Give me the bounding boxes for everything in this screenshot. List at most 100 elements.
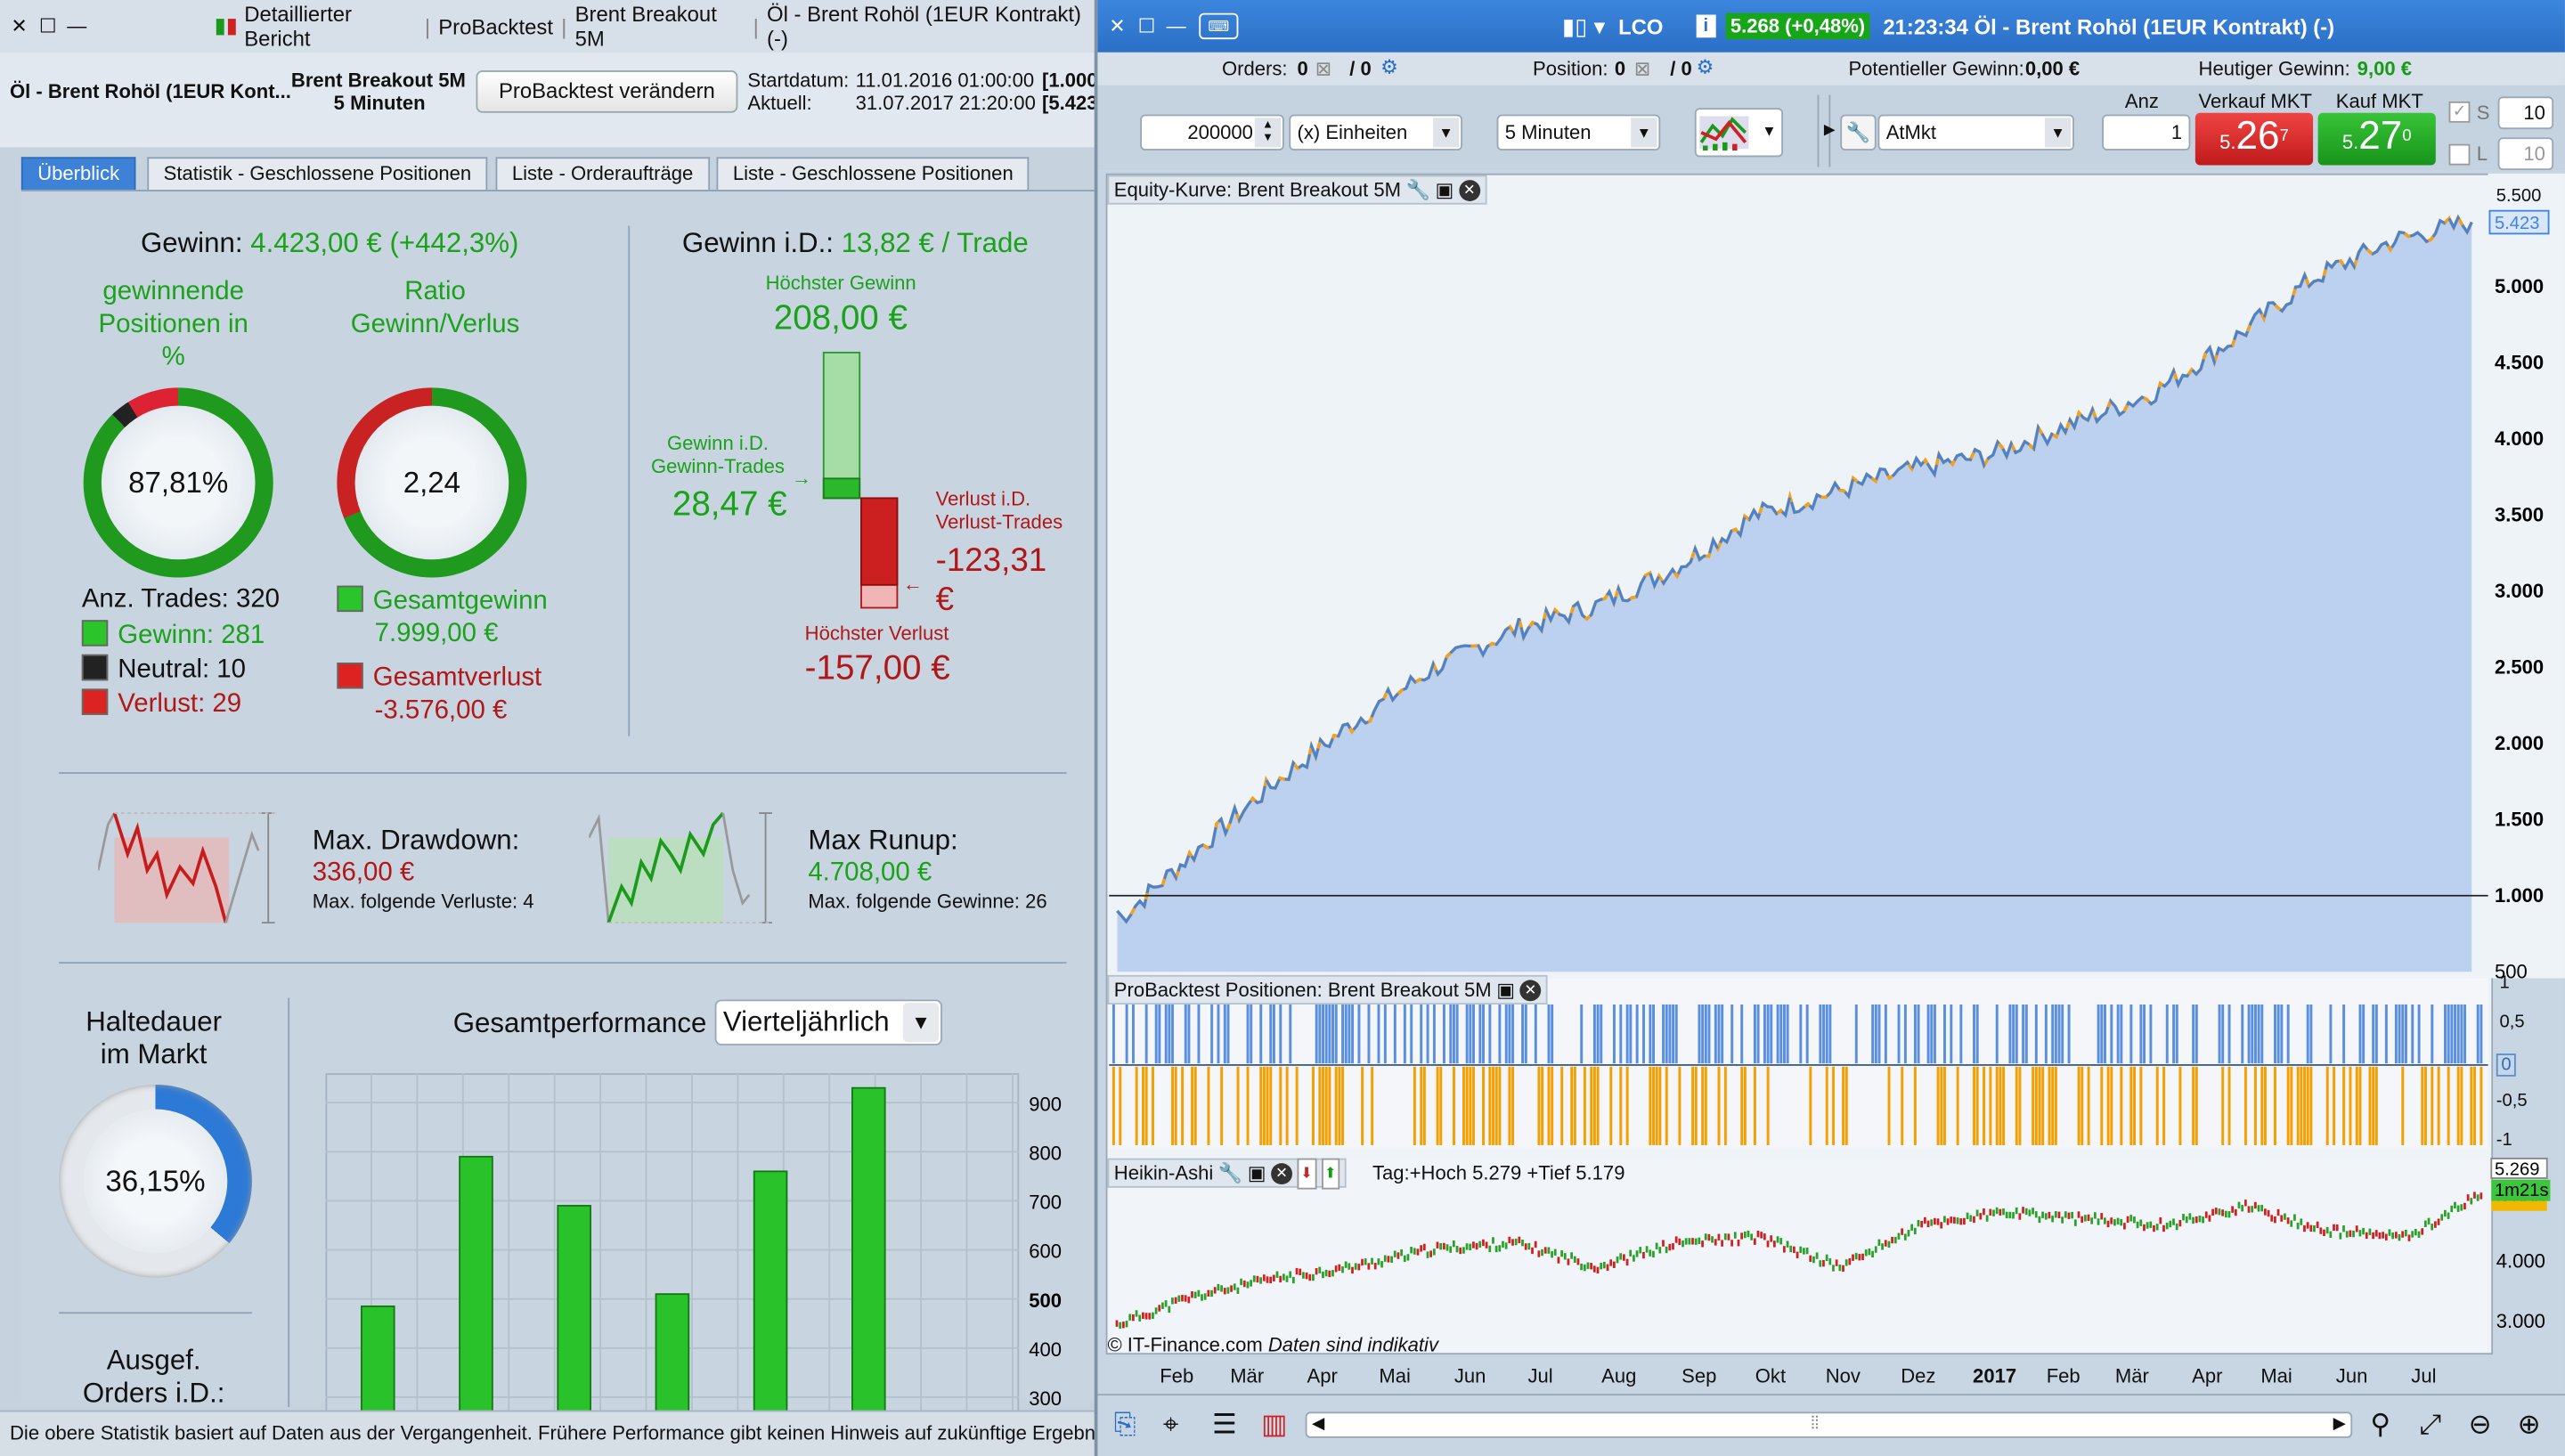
month-label: Dez: [1901, 1364, 1936, 1387]
maximize-icon[interactable]: ☐: [38, 14, 57, 38]
maximize-icon[interactable]: ☐: [1137, 14, 1156, 38]
ha-candle: [1193, 1291, 1197, 1298]
tab-statistics[interactable]: Statistik - Geschlossene Positionen: [147, 157, 488, 191]
chart-type-icon[interactable]: ▮▯ ▾: [1562, 12, 1606, 39]
y-tick-label: 2.500: [2495, 656, 2544, 679]
wrench-button[interactable]: 🔧: [1840, 114, 1877, 151]
chevron-down-icon[interactable]: ▼: [2044, 118, 2072, 148]
long-position-mark: [1125, 1004, 1128, 1064]
ha-candle: [1727, 1233, 1730, 1240]
modify-backtest-button[interactable]: ProBacktest verändern: [476, 69, 738, 113]
stop-input[interactable]: 10: [2497, 96, 2554, 130]
ha-candle: [1803, 1248, 1805, 1255]
zoom-in-icon[interactable]: ⊕: [2517, 1408, 2541, 1440]
chevron-down-icon[interactable]: ▼: [1432, 118, 1460, 148]
cursor-icon[interactable]: ⌖: [1162, 1408, 1179, 1440]
minimize-icon[interactable]: —: [67, 14, 87, 38]
sell-price-b: 26: [2235, 114, 2280, 159]
sell-market-button[interactable]: 5.267: [2194, 112, 2314, 166]
neutral-count: Neutral: 10: [81, 654, 246, 686]
limit-checkbox[interactable]: [2448, 143, 2471, 166]
scroll-left-icon[interactable]: ◀: [1312, 1415, 1325, 1434]
buy-arrow-icon[interactable]: ⬆: [1321, 1157, 1340, 1189]
ha-candle: [2237, 1201, 2241, 1208]
horizontal-scrollbar[interactable]: ◀ ⦙⦙ ▶: [1305, 1411, 2353, 1438]
window-icon[interactable]: ▣: [1435, 177, 1454, 201]
ha-candle: [2234, 1208, 2237, 1216]
ha-candle: [1121, 1322, 1125, 1329]
stop-checkbox[interactable]: ✓: [2448, 101, 2471, 123]
ha-candle: [1152, 1312, 1154, 1320]
magnet-icon[interactable]: ⚲: [2370, 1408, 2391, 1440]
quantity-input[interactable]: 200000 ▲ ▼: [1140, 114, 1284, 151]
window-icon[interactable]: ▣: [1247, 1160, 1266, 1184]
ha-candle: [1973, 1216, 1975, 1224]
orders-gear-icon[interactable]: ⚙: [1380, 55, 1398, 79]
account-bar: Orders: 0 ⊠ / 0 ⚙ Position: 0 ⊠ / 0 ⚙ Po…: [1097, 52, 2565, 85]
zoom-out-icon[interactable]: ⊖: [2468, 1408, 2492, 1440]
short-position-mark: [2460, 1066, 2463, 1145]
order-type-select[interactable]: AtMkt ▼: [1877, 114, 2074, 151]
close-circle-icon[interactable]: ✕: [1458, 179, 1480, 201]
y-tick-label: 800: [1029, 1143, 1062, 1165]
anz-input[interactable]: 1: [2102, 114, 2191, 151]
info-icon[interactable]: i: [1696, 14, 1716, 38]
position-gear-icon[interactable]: ⚙: [1696, 55, 1714, 79]
short-position-mark: [1936, 1066, 1940, 1145]
quantity-stepper[interactable]: ▲ ▼: [1254, 118, 1282, 148]
long-position-mark: [2192, 1004, 2195, 1064]
export-chart-icon[interactable]: ⎘: [1113, 1408, 1136, 1440]
position-clear-icon[interactable]: ⊠: [1633, 57, 1651, 81]
wrench-icon[interactable]: 🔧: [1217, 1160, 1243, 1184]
window-icon[interactable]: ▣: [1496, 977, 1516, 1001]
close-icon[interactable]: ✕: [1109, 14, 1126, 38]
close-icon[interactable]: ✕: [11, 14, 28, 38]
ha-candle: [2257, 1205, 2260, 1212]
long-position-mark: [1432, 1004, 1436, 1064]
ha-candle: [2034, 1211, 2038, 1218]
unit-select[interactable]: (x) Einheiten ▼: [1289, 114, 1463, 151]
limit-input[interactable]: 10: [2497, 137, 2554, 171]
wrench-icon[interactable]: 🔧: [1405, 177, 1430, 201]
chevron-down-icon[interactable]: ▼: [1762, 122, 1777, 140]
scroll-right-icon[interactable]: ▶: [2333, 1415, 2346, 1434]
ha-candle: [1642, 1251, 1645, 1259]
chevron-down-icon[interactable]: ▼: [902, 1003, 940, 1043]
long-position-mark: [1854, 1004, 1858, 1064]
list-icon[interactable]: ☰: [1211, 1408, 1238, 1440]
equity-line: [1116, 215, 2473, 924]
long-position-mark: [2015, 1004, 2018, 1064]
ha-candle: [2243, 1200, 2247, 1207]
timeframe-select[interactable]: 5 Minuten ▼: [1496, 114, 1661, 151]
ha-candle: [1462, 1247, 1465, 1254]
short-position-mark: [1494, 1066, 1498, 1145]
minimize-icon[interactable]: —: [1166, 14, 1186, 38]
tab-closed-positions[interactable]: Liste - Geschlossene Positionen: [716, 157, 1030, 191]
ha-candle: [2087, 1214, 2090, 1222]
ha-candle: [2247, 1206, 2251, 1213]
sell-arrow-icon[interactable]: ⬇: [1297, 1157, 1316, 1189]
buy-market-button[interactable]: 5.270: [2317, 112, 2436, 166]
ha-candle: [2129, 1215, 2133, 1222]
collapse-arrow-icon[interactable]: ▶: [1823, 120, 1836, 138]
performance-period-select[interactable]: Vierteljährlich ▼: [714, 999, 942, 1045]
scroll-grip[interactable]: ⦙⦙: [1811, 1413, 1820, 1434]
ha-candle: [2274, 1216, 2276, 1224]
tab-orders[interactable]: Liste - Orderaufträge: [495, 157, 710, 191]
short-position-mark: [2401, 1066, 2405, 1145]
close-circle-icon[interactable]: ✕: [1519, 979, 1542, 1001]
keyboard-icon[interactable]: ⌨: [1199, 12, 1239, 40]
ha-candle: [1612, 1261, 1616, 1268]
chevron-down-icon[interactable]: ▼: [1631, 118, 1657, 148]
tab-overview[interactable]: Überblick: [20, 157, 136, 191]
ha-candle: [1786, 1240, 1789, 1248]
zoom-fit-icon[interactable]: ⤢: [2419, 1408, 2442, 1440]
ha-candle: [1877, 1239, 1881, 1246]
close-circle-icon[interactable]: ✕: [1271, 1162, 1292, 1184]
ha-candle: [1266, 1276, 1269, 1283]
candle-icon[interactable]: ▥: [1261, 1408, 1288, 1440]
orders-clear-icon[interactable]: ⊠: [1315, 57, 1332, 81]
short-position-mark: [2286, 1066, 2290, 1145]
indicator-button[interactable]: ▼: [1694, 108, 1784, 158]
ha-candle: [1602, 1261, 1606, 1269]
